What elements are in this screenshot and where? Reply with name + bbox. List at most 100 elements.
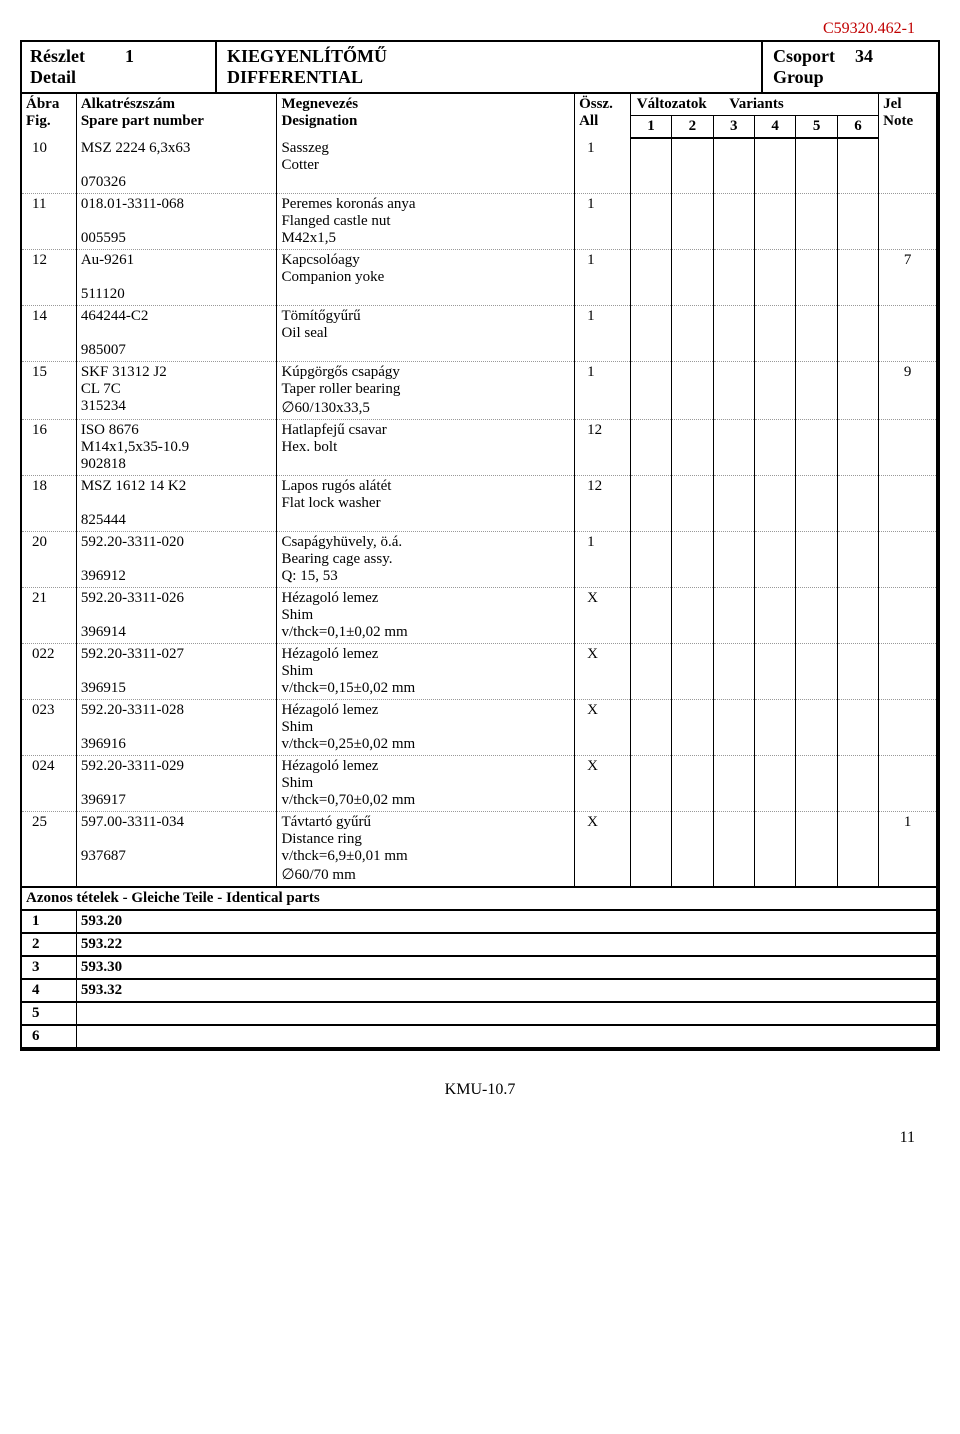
cell-all: 12 <box>575 420 631 476</box>
table-row: 11018.01-3311-068 005595Peremes koronás … <box>22 194 937 250</box>
cell-desig: Hézagoló lemezShimv/thck=0,25±0,02 mm <box>277 700 575 756</box>
cell-v1 <box>630 588 671 644</box>
cell-v6 <box>837 250 878 306</box>
identical-value <box>76 1002 937 1025</box>
cell-all: X <box>575 644 631 700</box>
cell-v4 <box>754 250 795 306</box>
cell-v2 <box>672 588 713 644</box>
cell-fig: 15 <box>22 362 76 420</box>
parts-table: ÁbraFig. AlkatrészszámSpare part number … <box>22 94 938 1049</box>
cell-v3 <box>713 362 754 420</box>
cell-v1 <box>630 700 671 756</box>
cell-v4 <box>754 420 795 476</box>
title-row: Részlet Detail 1 KIEGYENLÍTŐMŰ DIFFERENT… <box>22 42 938 94</box>
col-v2: 2 <box>672 116 713 139</box>
cell-note <box>879 756 937 812</box>
cell-v6 <box>837 476 878 532</box>
cell-v3 <box>713 306 754 362</box>
cell-v4 <box>754 194 795 250</box>
cell-fig: 16 <box>22 420 76 476</box>
col-v1: 1 <box>630 116 671 139</box>
identical-row: 2593.22 <box>22 933 937 956</box>
cell-v2 <box>672 644 713 700</box>
cell-all: X <box>575 756 631 812</box>
cell-v1 <box>630 532 671 588</box>
cell-note <box>879 476 937 532</box>
cell-part: SKF 31312 J2CL 7C315234 <box>76 362 277 420</box>
cell-v6 <box>837 138 878 194</box>
cell-v1 <box>630 138 671 194</box>
cell-v4 <box>754 306 795 362</box>
cell-desig: Hézagoló lemezShimv/thck=0,1±0,02 mm <box>277 588 575 644</box>
cell-all: X <box>575 588 631 644</box>
cell-part: 592.20-3311-029 396917 <box>76 756 277 812</box>
cell-v6 <box>837 420 878 476</box>
cell-v2 <box>672 756 713 812</box>
cell-all: 1 <box>575 194 631 250</box>
table-row: 024592.20-3311-029 396917Hézagoló lemezS… <box>22 756 937 812</box>
table-row: 21592.20-3311-026 396914Hézagoló lemezSh… <box>22 588 937 644</box>
cell-v3 <box>713 756 754 812</box>
cell-part: 592.20-3311-028 396916 <box>76 700 277 756</box>
cell-desig: Hatlapfejű csavarHex. bolt <box>277 420 575 476</box>
cell-v4 <box>754 532 795 588</box>
page-number: 11 <box>20 1129 940 1147</box>
cell-v3 <box>713 588 754 644</box>
col-fig: ÁbraFig. <box>22 94 76 138</box>
cell-fig: 14 <box>22 306 76 362</box>
title-box: KIEGYENLÍTŐMŰ DIFFERENTIAL <box>217 42 763 92</box>
footer-code: KMU-10.7 <box>20 1081 940 1099</box>
cell-all: 1 <box>575 250 631 306</box>
cell-part: 018.01-3311-068 005595 <box>76 194 277 250</box>
cell-desig: Távtartó gyűrűDistance ringv/thck=6,9±0,… <box>277 812 575 888</box>
cell-v6 <box>837 588 878 644</box>
cell-all: 1 <box>575 532 631 588</box>
cell-fig: 11 <box>22 194 76 250</box>
identical-value: 593.32 <box>76 979 937 1002</box>
cell-v5 <box>796 476 837 532</box>
cell-v2 <box>672 306 713 362</box>
cell-desig: Kúpgörgős csapágyTaper roller bearing∅60… <box>277 362 575 420</box>
cell-v4 <box>754 138 795 194</box>
cell-v6 <box>837 532 878 588</box>
cell-v4 <box>754 756 795 812</box>
cell-v2 <box>672 138 713 194</box>
cell-v1 <box>630 306 671 362</box>
cell-v5 <box>796 194 837 250</box>
cell-v5 <box>796 420 837 476</box>
cell-v6 <box>837 306 878 362</box>
cell-v5 <box>796 812 837 888</box>
cell-v5 <box>796 532 837 588</box>
cell-v3 <box>713 700 754 756</box>
cell-part: MSZ 2224 6,3x63 070326 <box>76 138 277 194</box>
identical-value: 593.20 <box>76 910 937 933</box>
cell-v1 <box>630 644 671 700</box>
col-v4: 4 <box>754 116 795 139</box>
cell-desig: Lapos rugós alátétFlat lock washer <box>277 476 575 532</box>
detail-label-en: Detail <box>30 67 85 88</box>
identical-row: 6 <box>22 1025 937 1048</box>
cell-all: 1 <box>575 306 631 362</box>
cell-v1 <box>630 194 671 250</box>
cell-v6 <box>837 812 878 888</box>
cell-v4 <box>754 476 795 532</box>
cell-v1 <box>630 420 671 476</box>
cell-v3 <box>713 420 754 476</box>
cell-note <box>879 588 937 644</box>
cell-desig: Hézagoló lemezShimv/thck=0,70±0,02 mm <box>277 756 575 812</box>
identical-row: 3593.30 <box>22 956 937 979</box>
cell-fig: 022 <box>22 644 76 700</box>
cell-note: 1 <box>879 812 937 888</box>
detail-number: 1 <box>125 46 134 88</box>
cell-v5 <box>796 588 837 644</box>
cell-v3 <box>713 138 754 194</box>
cell-v5 <box>796 306 837 362</box>
cell-v5 <box>796 644 837 700</box>
identical-num: 6 <box>22 1025 76 1048</box>
cell-all: 1 <box>575 138 631 194</box>
cell-desig: Peremes koronás anyaFlanged castle nutM4… <box>277 194 575 250</box>
col-all: Össz.All <box>575 94 631 138</box>
cell-desig: Csapágyhüvely, ö.á.Bearing cage assy.Q: … <box>277 532 575 588</box>
cell-v3 <box>713 812 754 888</box>
title-hu: KIEGYENLÍTŐMŰ <box>227 46 751 67</box>
